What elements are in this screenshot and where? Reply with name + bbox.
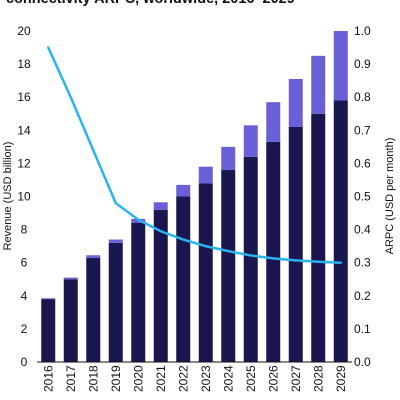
bar-segment-base bbox=[108, 242, 123, 362]
bar-segment-top bbox=[266, 102, 281, 142]
bar-segment-base bbox=[153, 209, 168, 362]
bar-segment-base bbox=[41, 299, 56, 362]
chart-title: connectivity ARPC, worldwide, 2016–2029 bbox=[6, 0, 398, 8]
x-tick-label: 2016 bbox=[41, 365, 55, 392]
y-tick-label: 18 bbox=[17, 57, 31, 71]
bar-segment-top bbox=[176, 184, 191, 197]
x-tick-label: 2029 bbox=[334, 365, 348, 392]
x-tick-label: 2021 bbox=[154, 365, 168, 392]
bar-segment-top bbox=[41, 298, 56, 300]
x-axis-ticks: 2016 2017 2018 2019 2020 2021 2022 2023 2024 2025… bbox=[41, 365, 348, 392]
bar-segment-base bbox=[266, 141, 281, 362]
y-axis-label: Revenue (USD billion) bbox=[2, 142, 14, 251]
y2-tick-label: 0.0 bbox=[354, 355, 371, 369]
y2-tick-label: 0.6 bbox=[354, 156, 371, 170]
y-tick-label: 4 bbox=[21, 289, 28, 303]
x-tick-label: 2024 bbox=[221, 365, 235, 392]
bar-segment-base bbox=[176, 196, 191, 362]
chart-title-line-1: connectivity ARPC, worldwide, 2016–2029 bbox=[6, 0, 398, 8]
y2-tick-label: 0.5 bbox=[354, 190, 371, 204]
bar-segment-base bbox=[311, 113, 326, 362]
bar-segment-base bbox=[198, 183, 213, 362]
y-tick-label: 8 bbox=[21, 223, 28, 237]
bar-segment-top bbox=[153, 202, 168, 210]
bar-segment-base bbox=[221, 170, 236, 362]
y-tick-label: 14 bbox=[17, 123, 31, 137]
bar-segment-base bbox=[86, 257, 101, 362]
bar-segment-base bbox=[333, 100, 348, 362]
bar-segment-base bbox=[131, 222, 146, 362]
arpc-line-path bbox=[47, 46, 342, 264]
bar-segment-top bbox=[311, 55, 326, 114]
y-tick-label: 2 bbox=[21, 322, 28, 336]
y2-axis-label: ARPC (USD per month) bbox=[384, 138, 396, 255]
bar-segment-top bbox=[86, 255, 101, 258]
x-tick-label: 2022 bbox=[176, 365, 190, 392]
x-tick-label: 2018 bbox=[86, 365, 100, 392]
y-tick-label: 0 bbox=[21, 355, 28, 369]
bar-segment-top bbox=[243, 125, 258, 157]
bars bbox=[41, 31, 348, 363]
x-tick-label: 2026 bbox=[266, 365, 280, 392]
bar-segment-base bbox=[288, 126, 303, 363]
y2-tick-label: 0.3 bbox=[354, 256, 371, 270]
x-tick-label: 2020 bbox=[131, 365, 145, 392]
x-tick-label: 2019 bbox=[109, 365, 123, 392]
y-tick-label: 6 bbox=[21, 256, 28, 270]
y2-axis-ticks: 0.0 0.1 0.2 0.3 0.4 0.5 0.6 0.7 0.8 0.9 1.0 bbox=[354, 24, 371, 369]
x-tick-label: 2017 bbox=[64, 365, 78, 392]
x-tick-label: 2023 bbox=[199, 365, 213, 392]
y2-tick-label: 0.4 bbox=[354, 223, 371, 237]
y2-tick-label: 0.7 bbox=[354, 123, 371, 137]
bar-segment-top bbox=[63, 277, 78, 280]
bar-segment-top bbox=[333, 31, 348, 101]
x-tick-label: 2027 bbox=[289, 365, 303, 392]
y-tick-label: 20 bbox=[17, 24, 31, 38]
y2-tick-label: 0.1 bbox=[354, 322, 371, 336]
x-tick-label: 2025 bbox=[244, 365, 258, 392]
bar-segment-base bbox=[243, 156, 258, 362]
bar-segment-top bbox=[288, 78, 303, 127]
bar-segment-top bbox=[221, 146, 236, 171]
bar-segment-top bbox=[108, 239, 123, 243]
bar-segment-top bbox=[198, 166, 213, 184]
y-tick-label: 16 bbox=[17, 90, 31, 104]
x-tick-label: 2028 bbox=[311, 365, 325, 392]
y2-tick-label: 1.0 bbox=[354, 24, 371, 38]
y-tick-label: 12 bbox=[17, 156, 31, 170]
y2-tick-label: 0.9 bbox=[354, 57, 371, 71]
y2-tick-label: 0.2 bbox=[354, 289, 371, 303]
bar-segment-base bbox=[63, 279, 78, 362]
y-tick-label: 10 bbox=[17, 190, 31, 204]
y-axis-ticks: 0 2 4 6 8 10 12 14 16 18 20 bbox=[17, 24, 31, 369]
y2-tick-label: 0.8 bbox=[354, 90, 371, 104]
arpc-line bbox=[47, 46, 342, 264]
